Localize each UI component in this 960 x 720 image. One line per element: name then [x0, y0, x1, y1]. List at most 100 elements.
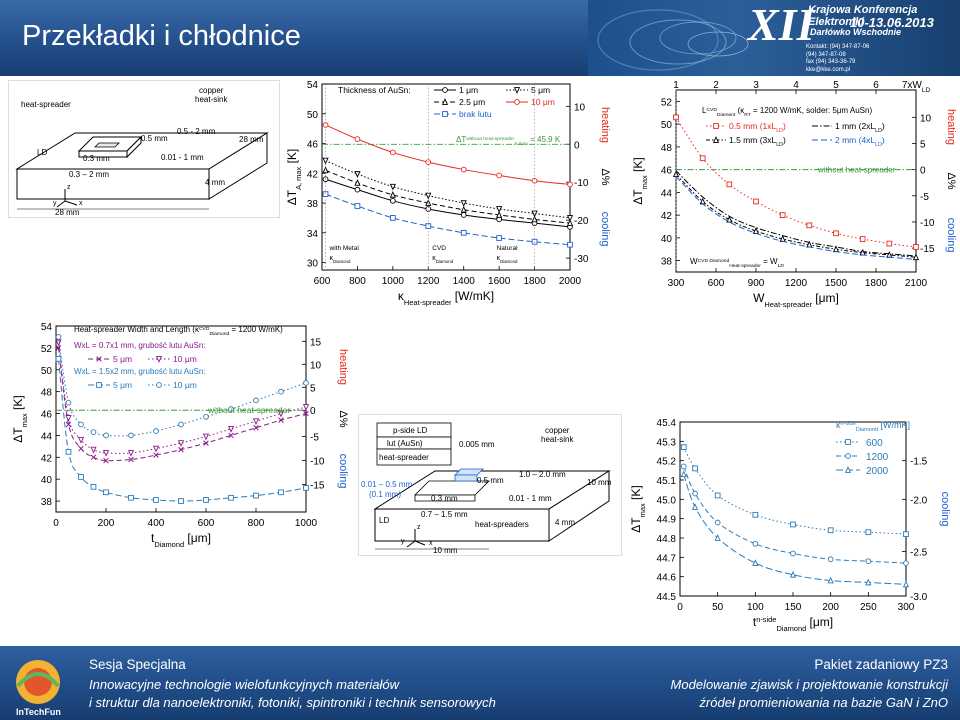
chart4-series-point-2: [752, 559, 759, 566]
chart2-series-point-2: [886, 251, 893, 258]
chart3-series-point-1: [65, 415, 72, 422]
d2-label-13: LD: [379, 516, 389, 525]
chart3-series-point-3: [203, 413, 209, 420]
chart3-y2tick-label: 5: [310, 383, 316, 394]
chart1-series-point-4: [390, 215, 396, 221]
chart3-series-point-3: [78, 421, 84, 428]
footer-package: Pakiet zadaniowy PZ3: [814, 657, 948, 672]
d2-label-0: p-side LD: [393, 426, 427, 435]
chart4-series-point-1: [680, 463, 687, 470]
chart3-series-point-0: [253, 424, 259, 431]
chart3-series-point-2: [178, 498, 184, 504]
chart2-xtick-label: 1800: [865, 278, 888, 289]
chart4-series-point-2: [789, 570, 797, 578]
chart4-series-point-0: [714, 492, 721, 499]
chart1-series-line-0: [325, 178, 571, 228]
chart2-series-line-3: [675, 176, 917, 260]
chart1-y2tick-label: 0: [574, 140, 580, 151]
chart2-series-point-0: [753, 198, 759, 205]
chart3-series-point-0: [228, 432, 234, 439]
chart1-xtick-label: 1600: [488, 276, 511, 287]
chart3-series-point-1: [227, 425, 235, 433]
d1-label-3: LD: [37, 148, 47, 157]
chart4-series-point-2: [865, 578, 872, 586]
chart3-series-point-1: [127, 450, 135, 457]
chart4-ytick-label: 45.2: [657, 457, 677, 468]
chart4-panel: 0 50 100 150 200 250 300 44.5 44.6 44.7 44.8 44.9 45…: [630, 414, 956, 642]
chart1-series-point-1: [460, 200, 467, 207]
chart4-ytick-label: 44.7: [657, 553, 677, 564]
d2-label-6: 0.01 – 0.5 mm: [361, 480, 412, 489]
chart2-panel: 300 600 900 1200 1500 1800 2100 38 40 42 44 46 48 50 5…: [630, 78, 956, 316]
chart3-panel: 0 200 400 600 800 1000 38 40 42 44 46 48 50 52 54 15 10 5…: [8, 320, 352, 556]
chart1-legend-marker: [513, 87, 521, 94]
chart2-svg: 300 600 900 1200 1500 1800 2100384042444648505…: [631, 80, 956, 309]
chart4-ytick-label: 45.1: [657, 476, 677, 487]
chart1-series-point-4: [354, 203, 361, 209]
chart2-series-point-0: [699, 155, 706, 162]
chart4-legend-marker: [845, 439, 851, 445]
chart4-svg: 0 50 100 150 200 250 300 44.5 44.6 44.7 44.8 44.9 45…: [630, 418, 951, 633]
chart3-series-point-2: [103, 489, 109, 496]
chart4-series-point-1: [692, 490, 698, 497]
chart4-ytick-label: 45.0: [657, 495, 677, 506]
chart2-legend-label: 1 mm (2xLLD): [835, 121, 885, 134]
chart4-y2label-cooling: cooling: [939, 492, 951, 527]
chart2-y2label-delta: Δ%: [945, 172, 956, 189]
chart3-xlabel: tDiamond [μm]: [151, 531, 211, 549]
chart3-ytick-label: 52: [41, 344, 53, 355]
d2-label-5: heat-sink: [541, 435, 574, 444]
chart2-legend-title: LCVDDiament (κRT = 1200 W/mK, solder: 5μ…: [702, 106, 872, 118]
chart3-series-point-1: [102, 450, 110, 457]
chart1-legend-label: 5 μm: [531, 85, 550, 95]
chart3-series-point-3: [55, 334, 62, 340]
chart1-series-line-1: [325, 160, 571, 219]
chart2-toptick-label: 5: [833, 80, 839, 91]
chart4-legend-title: κn-sideDiamond [W/mK]: [836, 420, 910, 433]
chart4-series-point-1: [827, 556, 834, 563]
chart3-series-point-2: [78, 474, 84, 480]
chart3-ytick-label: 40: [41, 475, 53, 486]
chart1-legend-label: 10 μm: [531, 97, 555, 107]
chart3-series-point-2: [278, 489, 284, 496]
chart3-legend-label: 10 μm: [173, 380, 197, 390]
chart2-series-line-1: [675, 170, 917, 257]
chart3-series-point-3: [228, 406, 234, 413]
chart1-legend-title: Thickness of AuSn:: [338, 85, 411, 95]
chart1-series-point-1: [354, 171, 361, 178]
chart1-series-point-2: [354, 179, 361, 186]
chart1-series-point-0: [460, 212, 467, 218]
chart3-series-point-1: [90, 446, 97, 454]
chart2-reference-label: without heat-spreader: [817, 166, 896, 175]
chart1-series-point-4: [460, 229, 467, 236]
chart4-ylabel: ΔTmax [K]: [630, 485, 647, 532]
chart3-legend-label: 10 μm: [173, 354, 197, 364]
chart3-series-point-2: [65, 448, 72, 455]
chart1-series-point-2: [460, 205, 467, 213]
d1-label-6: 28 mm: [239, 135, 264, 144]
chart3-xtick-label: 1000: [295, 518, 318, 529]
chart2-series-point-2: [859, 248, 866, 256]
chart2-ytick-label: 46: [661, 166, 673, 177]
chart2-series-point-0: [913, 244, 919, 250]
chart3-series-point-0: [178, 446, 184, 453]
chart2-ytick-label: 38: [661, 257, 673, 268]
chart1-y2label-delta: Δ%: [599, 168, 611, 185]
chart1-y2tick-label: -30: [574, 254, 589, 265]
chart1-series-point-3: [460, 166, 467, 173]
banner-contact: Kontakt: (94) 347-87-06 (94) 347-87-08 f…: [806, 44, 870, 73]
d2-label-19: y: [401, 538, 405, 545]
d2-label-12: 10 mm: [587, 478, 612, 487]
chart3-xtick-label: 0: [53, 518, 59, 529]
footer-topic-line1: Innowacyjne technologie wielofunkcyjnych…: [89, 677, 400, 692]
chart3-reference-label: without heat-spreader: [207, 405, 290, 415]
chart3-series-point-2: [55, 355, 62, 362]
d1-label-4: 0.5 mm: [141, 134, 168, 143]
chart2-legend-label: 1.5 mm (3xLLD): [729, 135, 786, 148]
chart4-legend-label: 2000: [866, 466, 889, 477]
chart1-xtick-label: 1000: [382, 276, 405, 287]
chart1-ytick-label: 38: [307, 199, 319, 210]
banner-swirl-graphic: [597, 9, 749, 71]
chart2-series-point-2: [912, 253, 920, 261]
chart4-series-point-1: [714, 519, 721, 526]
